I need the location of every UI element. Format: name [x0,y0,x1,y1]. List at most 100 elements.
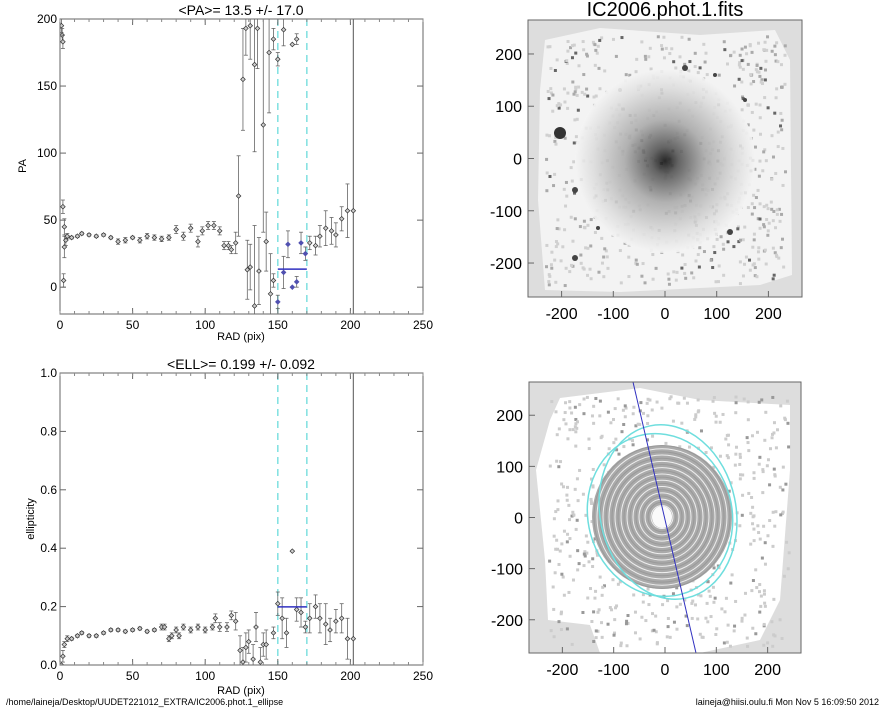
image-pixel [551,109,555,113]
image-pixel [758,103,762,107]
image-pixel [746,103,750,107]
image-pixel [568,400,572,404]
data-point [108,234,114,241]
data-point [344,207,351,214]
image-pixel [683,271,687,275]
image-pixel [781,465,785,469]
x-tick-label: 100 [195,318,215,332]
image-pixel [634,70,638,74]
image-pixel [765,218,769,222]
image-pixel [684,276,688,280]
image-pixel [557,102,561,106]
image-pixel [779,124,783,128]
image-pixel [582,267,586,271]
image-pixel [714,280,718,284]
y-tick-label: -100 [490,204,522,221]
image-pixel [754,568,758,572]
pa-frame [59,18,424,315]
image-pixel [754,68,758,72]
image-pixel [595,51,599,55]
image-pixel [738,452,742,456]
data-point [180,624,187,630]
image-pixel [612,418,616,422]
image-pixel [726,623,730,627]
y-tick-label: 0.6 [40,483,57,497]
data-point [240,659,246,665]
image-pixel [675,627,679,631]
image-pixel [571,428,575,432]
image-pixel [553,139,557,143]
data-point [86,232,92,238]
data-point [306,240,313,246]
image-pixel [568,518,572,522]
data-point [180,233,187,240]
y-tick-label: -100 [491,562,523,579]
image-pixel [586,94,590,98]
image-pixel [705,73,709,77]
image-pixel [675,586,679,590]
image-pixel [704,616,708,620]
image-pixel [732,245,736,249]
image-pixel [621,408,625,412]
image-pixel [597,270,601,274]
image-pixel [772,209,776,213]
image-pixel [732,50,736,54]
image-pixel [547,283,551,287]
data-point [129,234,136,241]
image-pixel [632,405,636,409]
image-pixel [549,91,553,95]
x-tick-label: 0 [661,306,670,323]
data-point [247,264,254,270]
y-tick-label: 100 [496,459,523,476]
y-tick-label: 200 [37,12,57,26]
image-pixel [569,46,573,50]
image-pixel [555,227,559,231]
image-pixel [747,449,751,453]
image-pixel [702,250,706,254]
data-point [243,25,249,32]
image-pixel [548,274,552,278]
image-pixel [590,620,594,624]
data-point [232,240,239,246]
image-pixel [699,429,703,433]
image-pixel [574,527,578,531]
image-pixel [554,410,558,414]
image-pixel [671,592,675,596]
image-pixel [565,493,569,497]
image-pixel [743,45,747,49]
image-pixel [570,179,574,183]
image-pixel [606,410,610,414]
image-pixel [773,53,777,57]
y-tick-label: 0.8 [40,424,57,438]
image-pixel [687,69,691,73]
image-pixel [592,95,596,99]
image-pixel [576,499,580,503]
image-pixel [780,118,784,122]
image-pixel [581,40,585,44]
image-pixel [683,598,687,602]
image-pixel [773,111,777,115]
y-tick-label: 0.0 [40,658,57,672]
image-pixel [776,130,780,134]
data-point [228,246,235,253]
image-pixel [772,273,776,277]
ell-xlabel: RAD (pix) [217,685,265,697]
star [743,98,747,102]
isophote-contour [644,498,680,536]
isophote-contour [593,445,731,589]
image-pixel [746,62,750,66]
data-point [263,238,269,245]
image-pixel [774,96,778,100]
x-tick-label: 100 [195,669,215,683]
image-pixel [709,258,713,262]
data-point [293,606,300,613]
image-pixel [774,510,778,514]
image-pixel [723,48,727,52]
image-pixel [593,230,597,234]
image-pixel [752,527,756,531]
image-pixel [698,632,702,636]
data-point [317,615,323,622]
image-pixel [715,627,719,631]
data-point [158,236,165,242]
image-pixel [727,443,731,447]
